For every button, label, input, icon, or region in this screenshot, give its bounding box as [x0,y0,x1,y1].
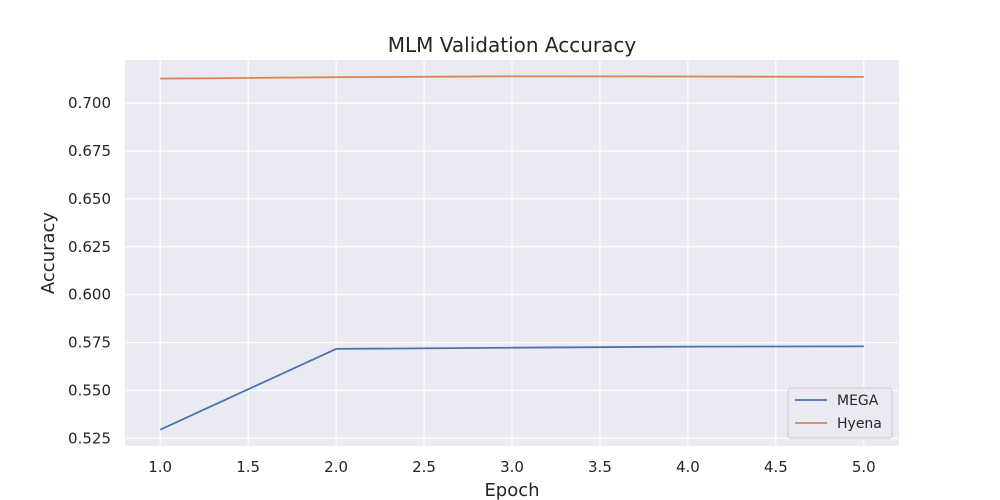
x-tick-label: 4.5 [764,458,788,476]
series-line-hyena [160,75,864,80]
y-tick-label: 0.625 [68,238,111,256]
y-axis-title: Accuracy [38,212,59,295]
x-axis-ticks: 1.0 1.5 2.0 2.5 3.0 3.5 4.0 4.5 5.0 [148,458,875,476]
x-tick-label: 4.0 [676,458,700,476]
y-axis-ticks: 0.525 0.550 0.575 0.600 0.625 0.650 0.675 0.700 [68,94,111,447]
x-tick-label: 2.5 [412,458,436,476]
y-tick-label: 0.525 [68,429,111,447]
legend-label-hyena: Hyena [837,416,882,432]
x-tick-label: 1.0 [148,458,172,476]
series-lines [159,75,864,431]
y-tick-label: 0.650 [68,190,111,208]
y-tick-label: 0.600 [68,286,111,304]
chart-title: MLM Validation Accuracy [388,33,637,57]
x-axis-title: Epoch [484,480,539,500]
grid-lines [125,60,899,446]
x-tick-label: 5.0 [852,458,876,476]
x-tick-label: 3.0 [500,458,524,476]
legend: MEGA Hyena [787,387,893,439]
y-tick-label: 0.675 [68,142,111,160]
x-tick-label: 2.0 [324,458,348,476]
x-tick-label: 3.5 [588,458,612,476]
y-tick-label: 0.550 [68,381,111,399]
legend-label-mega: MEGA [837,393,879,409]
y-tick-label: 0.700 [68,94,111,112]
y-tick-label: 0.575 [68,334,111,352]
series-line-mega [159,345,864,431]
x-tick-label: 1.5 [236,458,260,476]
